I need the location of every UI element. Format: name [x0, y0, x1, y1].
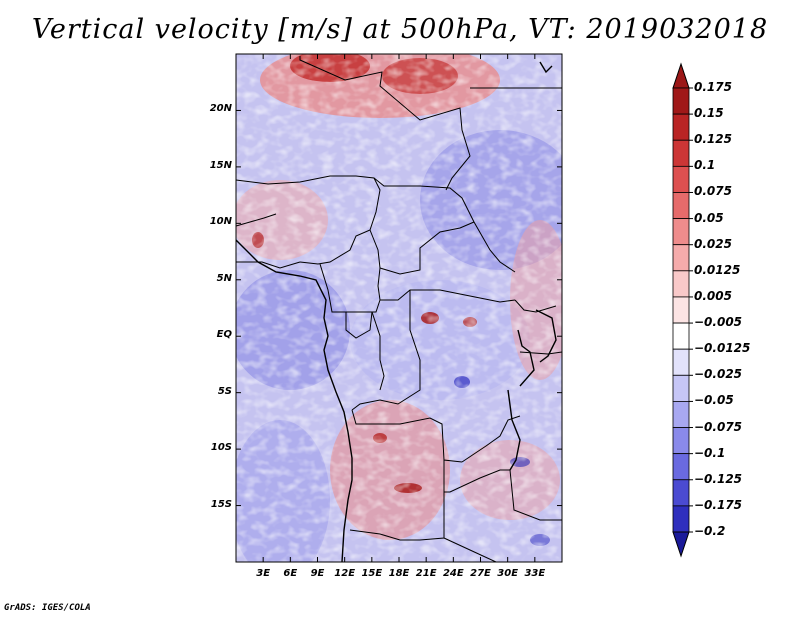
colorbar-swatch	[672, 139, 690, 167]
colorbar-swatch	[672, 427, 690, 455]
colorbar-label: −0.2	[694, 524, 726, 538]
lat-label: 15S	[210, 498, 232, 510]
colorbar-swatch	[672, 322, 690, 350]
colorbar-swatch	[672, 192, 690, 219]
colorbar-label: −0.05	[694, 393, 734, 408]
colorbar-swatch	[672, 165, 690, 193]
colorbar-label: 0.125	[694, 132, 732, 147]
lon-label: 15E	[361, 568, 383, 579]
colorbar-label: 0.0125	[694, 262, 741, 277]
lon-label: 6E	[283, 568, 298, 579]
colorbar-swatch	[672, 296, 690, 324]
lat-label: 20N	[209, 103, 232, 115]
lon-tick-marks	[262, 54, 536, 562]
colorbar-swatch	[672, 453, 690, 481]
colorbar-swatch	[672, 348, 690, 376]
lat-label: 5S	[217, 385, 232, 397]
colorbar-swatch	[672, 374, 690, 402]
colorbar-swatch	[672, 87, 690, 115]
colorbar-label: 0.05	[694, 210, 724, 225]
colorbar-swatch	[672, 270, 690, 298]
lon-label: 33E	[524, 568, 546, 579]
colorbar-swatch	[672, 505, 690, 533]
colorbar-label: 0.175	[694, 80, 732, 94]
colorbar-label: 0.1	[694, 158, 716, 173]
coastline	[236, 61, 557, 562]
colorbar-label: 0.15	[694, 106, 724, 121]
lon-label: 30E	[497, 568, 519, 579]
lon-label: 27E	[470, 568, 491, 579]
colorbar-label: −0.005	[694, 315, 743, 330]
colorbar-label: −0.025	[694, 367, 743, 382]
colorbar-swatch	[672, 244, 690, 272]
colorbar-label: −0.175	[694, 497, 743, 512]
lon-label: 18E	[388, 568, 410, 579]
colorbar	[672, 62, 693, 558]
chart-title: Vertical velocity [m/s] at 500hPa, VT: 2…	[31, 14, 769, 45]
lon-label: 24E	[442, 568, 464, 579]
colorbar-bottom-arrow	[672, 531, 690, 558]
country-borders	[236, 56, 562, 562]
lat-label: 15N	[209, 159, 232, 171]
lon-label: 21E	[415, 568, 437, 579]
lon-label: 12E	[334, 568, 356, 579]
lat-tick-marks	[236, 109, 562, 507]
lon-label: 3E	[256, 568, 271, 579]
colorbar-swatch	[672, 113, 690, 141]
lat-label: 5N	[216, 272, 232, 284]
colorbar-top-arrow	[672, 62, 690, 89]
shaded-field	[236, 54, 562, 562]
colorbar-swatch	[672, 479, 690, 507]
colorbar-label: −0.125	[694, 471, 743, 486]
colorbar-label: 0.005	[694, 288, 732, 303]
lat-label: 10N	[209, 216, 232, 228]
colorbar-swatch	[672, 218, 690, 246]
lon-label: 9E	[310, 568, 325, 579]
colorbar-swatch	[672, 401, 690, 428]
colorbar-label: −0.1	[694, 445, 726, 460]
lat-label: EQ	[216, 329, 232, 341]
colorbar-label: −0.075	[694, 419, 743, 434]
colorbar-label: 0.025	[694, 236, 732, 251]
grads-credit: GrADS: IGES/COLA	[4, 603, 91, 613]
colorbar-label: −0.0125	[694, 341, 751, 356]
lat-label: 10S	[210, 442, 232, 454]
colorbar-label: 0.075	[694, 184, 732, 199]
